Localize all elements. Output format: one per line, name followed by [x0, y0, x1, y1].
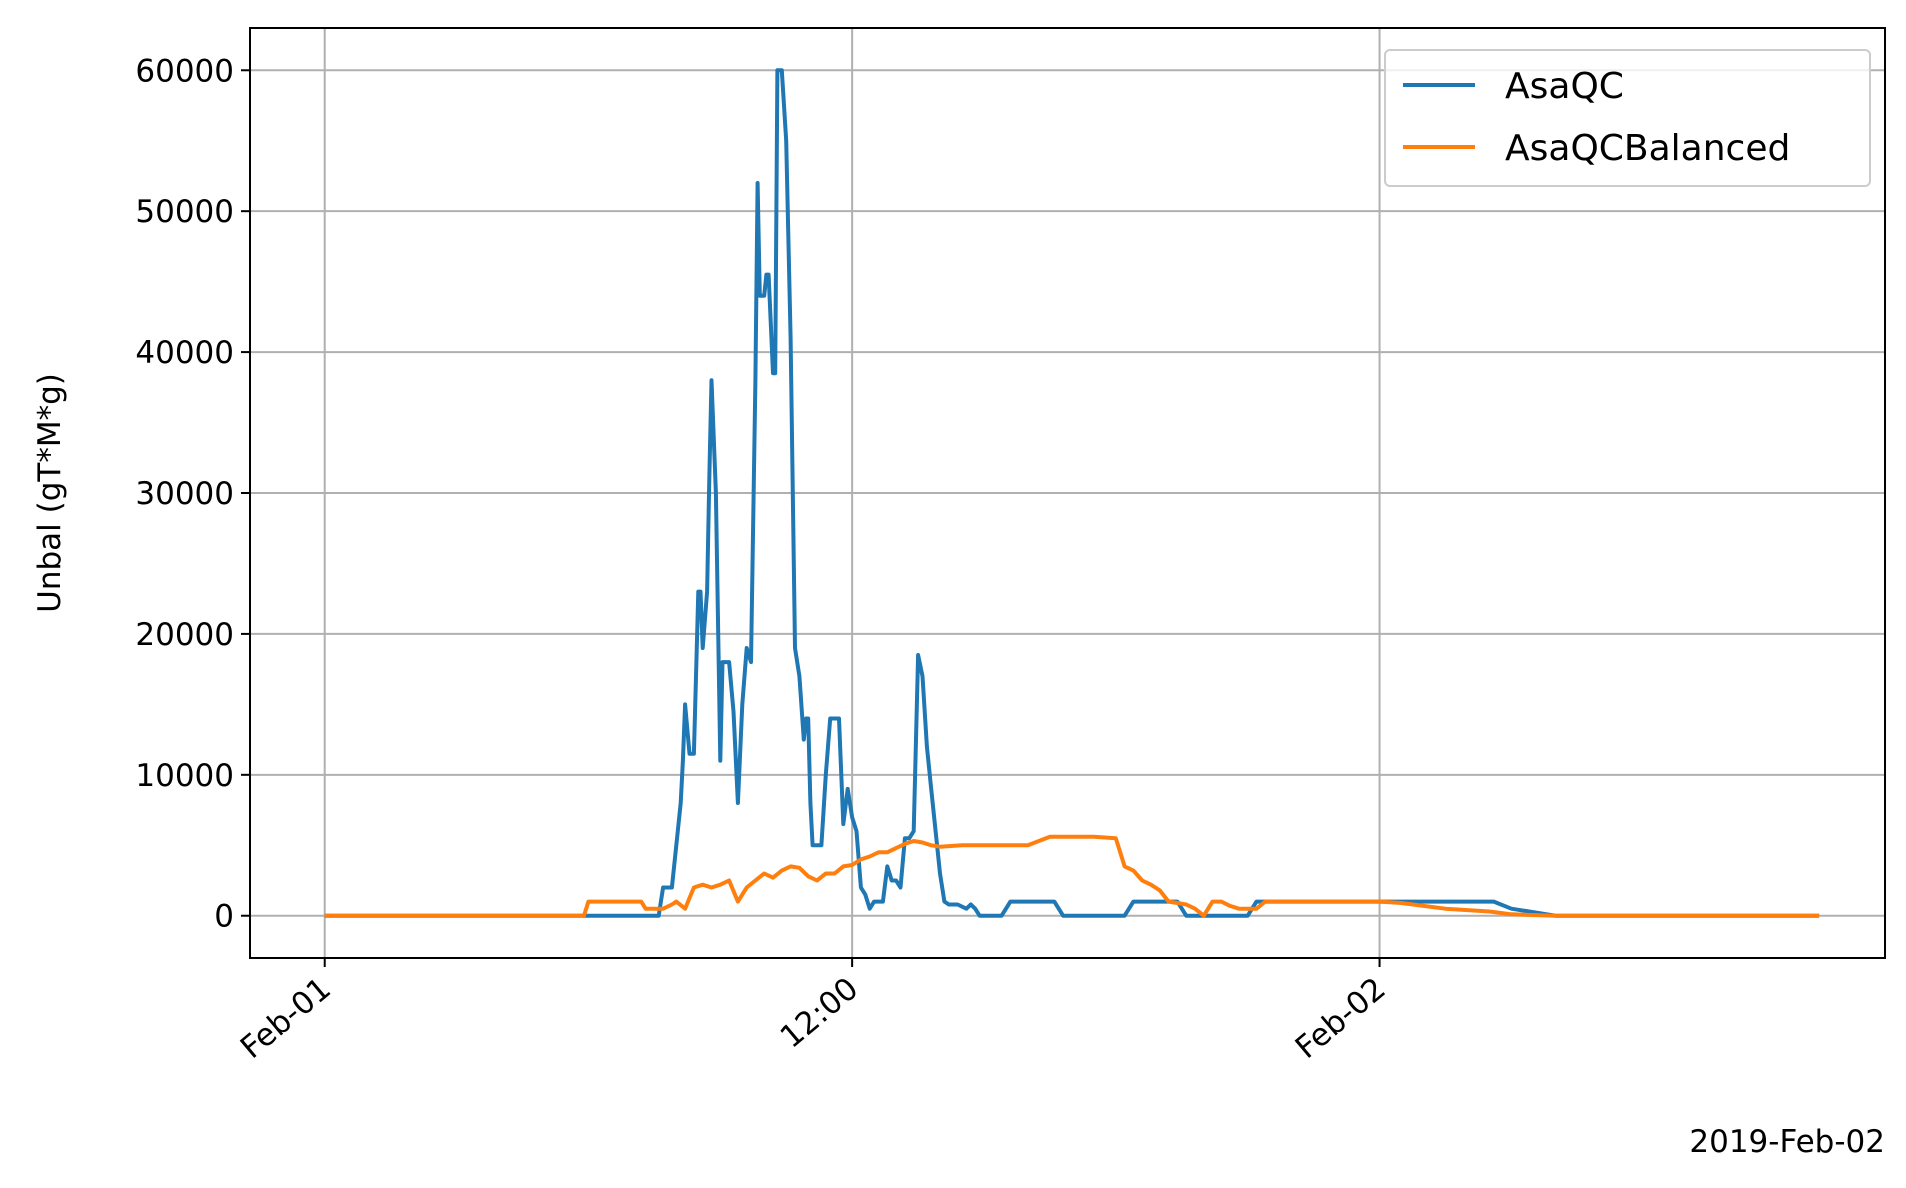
y-tick-label: 0 [214, 899, 234, 935]
series-line-asaqcbalanced [324, 834, 1820, 918]
legend-label: AsaQC [1505, 66, 1624, 107]
y-tick-label: 30000 [135, 476, 234, 512]
y-tick-label: 50000 [135, 194, 234, 230]
y-tick-label: 60000 [135, 53, 234, 89]
legend-label: AsaQCBalanced [1505, 128, 1790, 169]
y-tick-label: 10000 [135, 758, 234, 794]
legend-box [1384, 49, 1871, 187]
y-axis-label: Unbal (gT*M*g) [32, 373, 68, 613]
y-tick-label: 40000 [135, 335, 234, 371]
y-tick-label: 20000 [135, 617, 234, 653]
date-annotation: 2019-Feb-02 [1689, 1124, 1885, 1160]
series-line-asaqc [324, 68, 1820, 918]
legend: AsaQC AsaQCBalanced [1384, 49, 1871, 187]
series-lines [324, 68, 1820, 918]
